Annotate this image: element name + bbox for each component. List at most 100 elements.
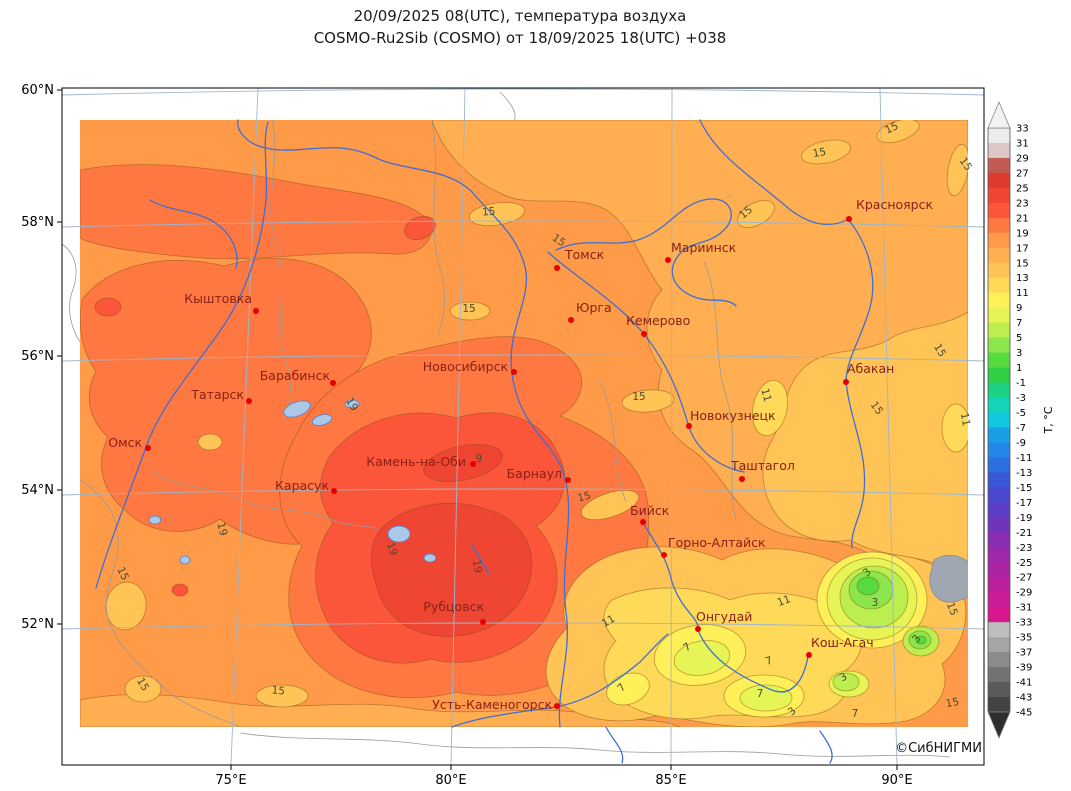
temperature-contour-region — [946, 143, 968, 197]
colorbar-arrow-top — [987, 100, 1011, 129]
city-label: Новосибирск — [423, 359, 509, 374]
colorbar-tick-label: -17 — [1016, 498, 1032, 509]
colorbar-tick-label: -31 — [1016, 603, 1032, 614]
longitude-gridline — [230, 87, 259, 766]
colorbar-band — [988, 172, 1010, 189]
admin-border — [599, 381, 627, 503]
colorbar-band — [988, 262, 1010, 279]
colorbar-band — [988, 577, 1010, 593]
no-data-patch — [929, 554, 968, 603]
longitude-gridline — [670, 87, 673, 766]
river — [471, 544, 490, 575]
colorbar-tick-label: 7 — [1016, 318, 1022, 329]
temperature-contour-region — [856, 576, 880, 596]
admin-border — [431, 121, 445, 337]
contour-label: 7 — [852, 708, 859, 720]
river — [547, 251, 745, 473]
longitude-gridline — [450, 87, 466, 766]
city-dot — [686, 423, 692, 429]
colorbar-tick-label: 25 — [1016, 183, 1029, 194]
city-dot — [846, 216, 852, 222]
colorbar-band — [988, 697, 1010, 713]
temperature-contour-region — [801, 139, 851, 165]
colorbar-band — [988, 217, 1010, 234]
colorbar-band — [988, 457, 1010, 473]
colorbar-tick-label: 5 — [1016, 333, 1022, 344]
temperature-contour-region — [673, 640, 731, 676]
colorbar-band — [988, 412, 1010, 428]
colorbar-tick-label: -9 — [1016, 438, 1026, 449]
colorbar-band — [988, 592, 1010, 608]
city-label: Кош-Агач — [811, 635, 874, 650]
colorbar-band — [988, 442, 1010, 458]
admin-border — [703, 261, 737, 521]
contour-label: 9 — [476, 453, 483, 465]
colorbar-tick-label: -15 — [1016, 483, 1032, 494]
title-line-2: COSMO-Ru2Sib (COSMO) от 18/09/2025 18(UT… — [313, 28, 727, 47]
lake — [344, 399, 360, 409]
city-dot — [253, 308, 259, 314]
colorbar-band — [988, 607, 1010, 623]
latitude-gridline — [61, 488, 985, 496]
colorbar-tick-label: 13 — [1016, 273, 1029, 284]
colorbar-band — [988, 292, 1010, 309]
city-label: Красноярск — [856, 197, 933, 212]
city-label: Томск — [564, 247, 605, 262]
colorbar-tick-label: -43 — [1016, 693, 1032, 704]
colorbar-band — [988, 187, 1010, 204]
city-label: Таштагол — [730, 458, 795, 473]
colorbar-band — [988, 547, 1010, 563]
contour-label: 15 — [931, 342, 948, 360]
temperature-contour-region — [404, 215, 436, 241]
lon-tick-label: 75°E — [215, 773, 246, 788]
city-label: Усть-Каменогорск — [432, 697, 552, 712]
city-label: Барнаул — [507, 466, 562, 481]
colorbar-tick-label: -7 — [1016, 423, 1026, 434]
colorbar-band — [988, 382, 1010, 399]
colorbar-tick-label: -21 — [1016, 528, 1032, 539]
colorbar-tick-label: 21 — [1016, 213, 1029, 224]
city-dot — [554, 265, 560, 271]
map-title: 20/09/2025 08(UTC), температура воздуха … — [0, 6, 1040, 50]
city-label: Бийск — [630, 503, 670, 518]
river — [95, 121, 269, 589]
colorbar-band — [988, 487, 1010, 503]
colorbar-band — [988, 517, 1010, 533]
colorbar-band — [988, 157, 1010, 174]
colorbar-tick-label: -11 — [1016, 453, 1032, 464]
colorbar-tick-label: -41 — [1016, 678, 1032, 689]
city-label: Татарск — [190, 387, 244, 402]
lake — [148, 515, 162, 525]
contour-label: 15 — [114, 565, 131, 582]
city-dot — [843, 379, 849, 385]
city-label: Камень-на-Оби — [366, 454, 466, 469]
contour-label: 11 — [758, 387, 773, 403]
city-label: Новокузнецк — [690, 408, 776, 423]
colorbar-band — [988, 322, 1010, 339]
colorbar-tick-label: 3 — [1016, 348, 1022, 359]
temperature-contour-region — [370, 503, 533, 637]
lon-tick-label: 80°E — [435, 773, 466, 788]
plot-frame — [61, 87, 985, 766]
colorbar-tick-label: 31 — [1016, 138, 1029, 149]
city-label: Кемерово — [626, 313, 690, 328]
colorbar-tick-label: -27 — [1016, 573, 1032, 584]
lat-tick-label: 54°N — [21, 483, 54, 498]
city-dot — [695, 626, 701, 632]
city-dot — [470, 461, 476, 467]
colorbar-tick-label: 29 — [1016, 153, 1029, 164]
colorbar-band — [988, 652, 1010, 668]
temperature-contour-region — [255, 684, 309, 708]
colorbar-band — [988, 532, 1010, 548]
city-dot — [511, 369, 517, 375]
lat-tick-label: 58°N — [21, 215, 54, 230]
city-label: Кыштовка — [184, 291, 252, 306]
colorbar-band — [988, 337, 1010, 354]
contour-label: 3 — [838, 671, 850, 685]
admin-border — [151, 471, 381, 531]
temperature-contour-region — [739, 684, 793, 712]
city-dot — [331, 488, 337, 494]
colorbar-tick-label: -39 — [1016, 663, 1032, 674]
city-dot — [739, 476, 745, 482]
